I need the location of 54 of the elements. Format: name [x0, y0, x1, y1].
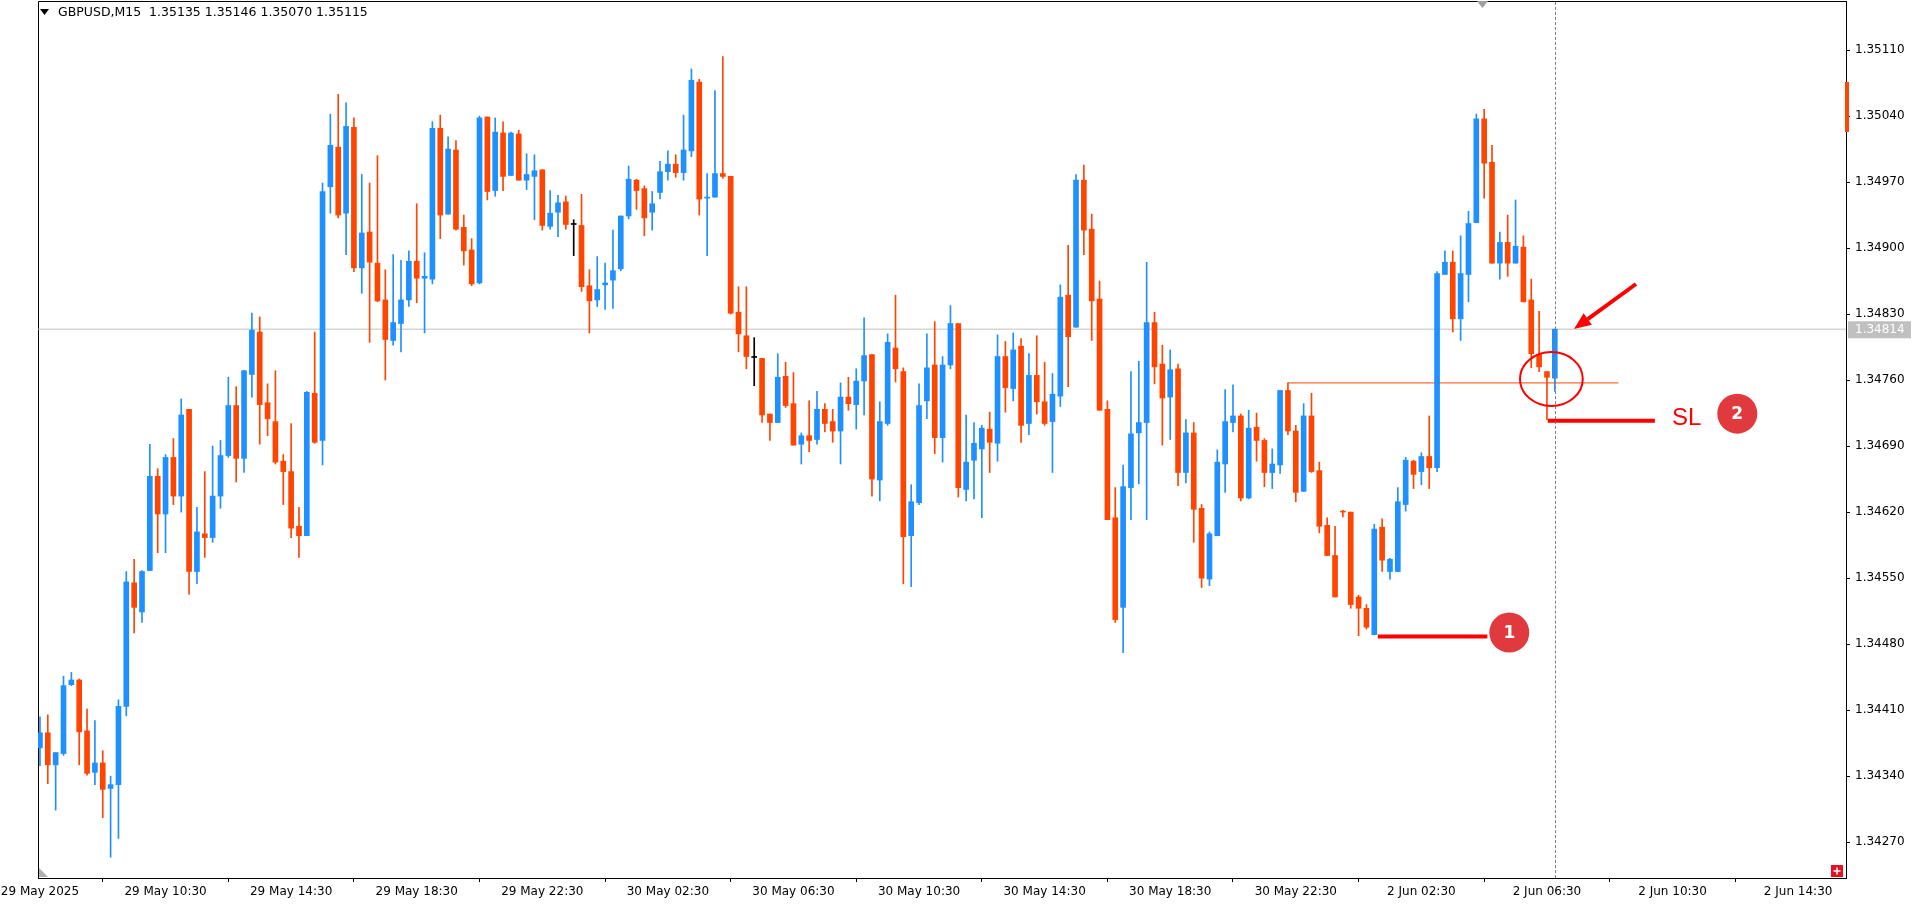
y-tick-label: 1.34550	[1855, 570, 1905, 585]
ref-line-label: 1	[1503, 622, 1516, 643]
x-tick-label: 2 Jun 10:30	[1638, 884, 1707, 899]
candlestick	[296, 507, 302, 558]
candlestick	[712, 90, 718, 198]
y-tick-label: 1.35110	[1855, 42, 1905, 57]
x-tick-label: 30 May 14:30	[1003, 884, 1086, 899]
x-tick-label: 30 May 06:30	[752, 884, 835, 899]
x-tick-label: 2 Jun 06:30	[1512, 884, 1582, 899]
candlestick	[979, 425, 985, 519]
x-tick-label: 29 May 14:30	[249, 884, 333, 899]
candlestick	[986, 411, 993, 473]
y-tick-label: 1.34410	[1855, 702, 1905, 717]
candlestick	[201, 471, 208, 558]
y-tick-label: 1.35040	[1855, 108, 1905, 123]
annotation: 2	[1731, 403, 1744, 424]
candlestick	[610, 229, 616, 309]
candlestick	[1135, 360, 1142, 485]
candlestick	[719, 56, 726, 179]
candlestick	[806, 400, 812, 453]
y-tick-label: 1.34900	[1855, 240, 1905, 255]
x-tick-label: 29 May 10:30	[124, 884, 207, 899]
y-tick-label: 1.34620	[1855, 504, 1905, 519]
ref-line-label: 1.34814	[1855, 322, 1905, 337]
candlestick	[751, 337, 758, 387]
candlestick	[280, 454, 287, 505]
x-tick-label: 2 Jun 02:30	[1387, 884, 1456, 899]
y-tick-label: 1.34760	[1855, 372, 1905, 387]
x-tick-label: 29 May 22:30	[501, 884, 584, 899]
y-tick-label: 1.34970	[1855, 174, 1905, 189]
candlestick	[1536, 310, 1542, 372]
candlestick	[413, 203, 420, 304]
candlestick	[594, 256, 601, 307]
candlestick	[570, 219, 577, 256]
chart-title: GBPUSD,M15 1.35135 1.35146 1.35070 1.35115	[58, 4, 368, 19]
y-tick-label: 1.34690	[1855, 438, 1905, 453]
y-tick-label: 1.34830	[1855, 306, 1905, 321]
x-tick-label: 30 May 18:30	[1129, 884, 1212, 899]
candlestick	[1426, 415, 1433, 489]
x-tick-label: 2 Jun 14:30	[1763, 884, 1833, 899]
candlestick	[1269, 448, 1276, 489]
candlestick	[92, 720, 98, 785]
candlestick	[1230, 384, 1236, 433]
candlestick	[390, 254, 396, 346]
y-tick-label: 1.34480	[1855, 636, 1905, 651]
y-tick-label: 1.34270	[1855, 834, 1905, 849]
y-tick-label: 1.34340	[1855, 768, 1905, 783]
ref-line-label: SL	[1671, 403, 1702, 431]
x-tick-label: 29 May 18:30	[375, 884, 458, 899]
x-tick-label: 29 May 2025	[0, 884, 80, 899]
x-tick-label: 30 May 10:30	[877, 884, 961, 899]
x-tick-label: 30 May 02:30	[626, 884, 710, 899]
x-tick-label: 30 May 22:30	[1254, 884, 1337, 899]
candlestick	[971, 422, 977, 500]
